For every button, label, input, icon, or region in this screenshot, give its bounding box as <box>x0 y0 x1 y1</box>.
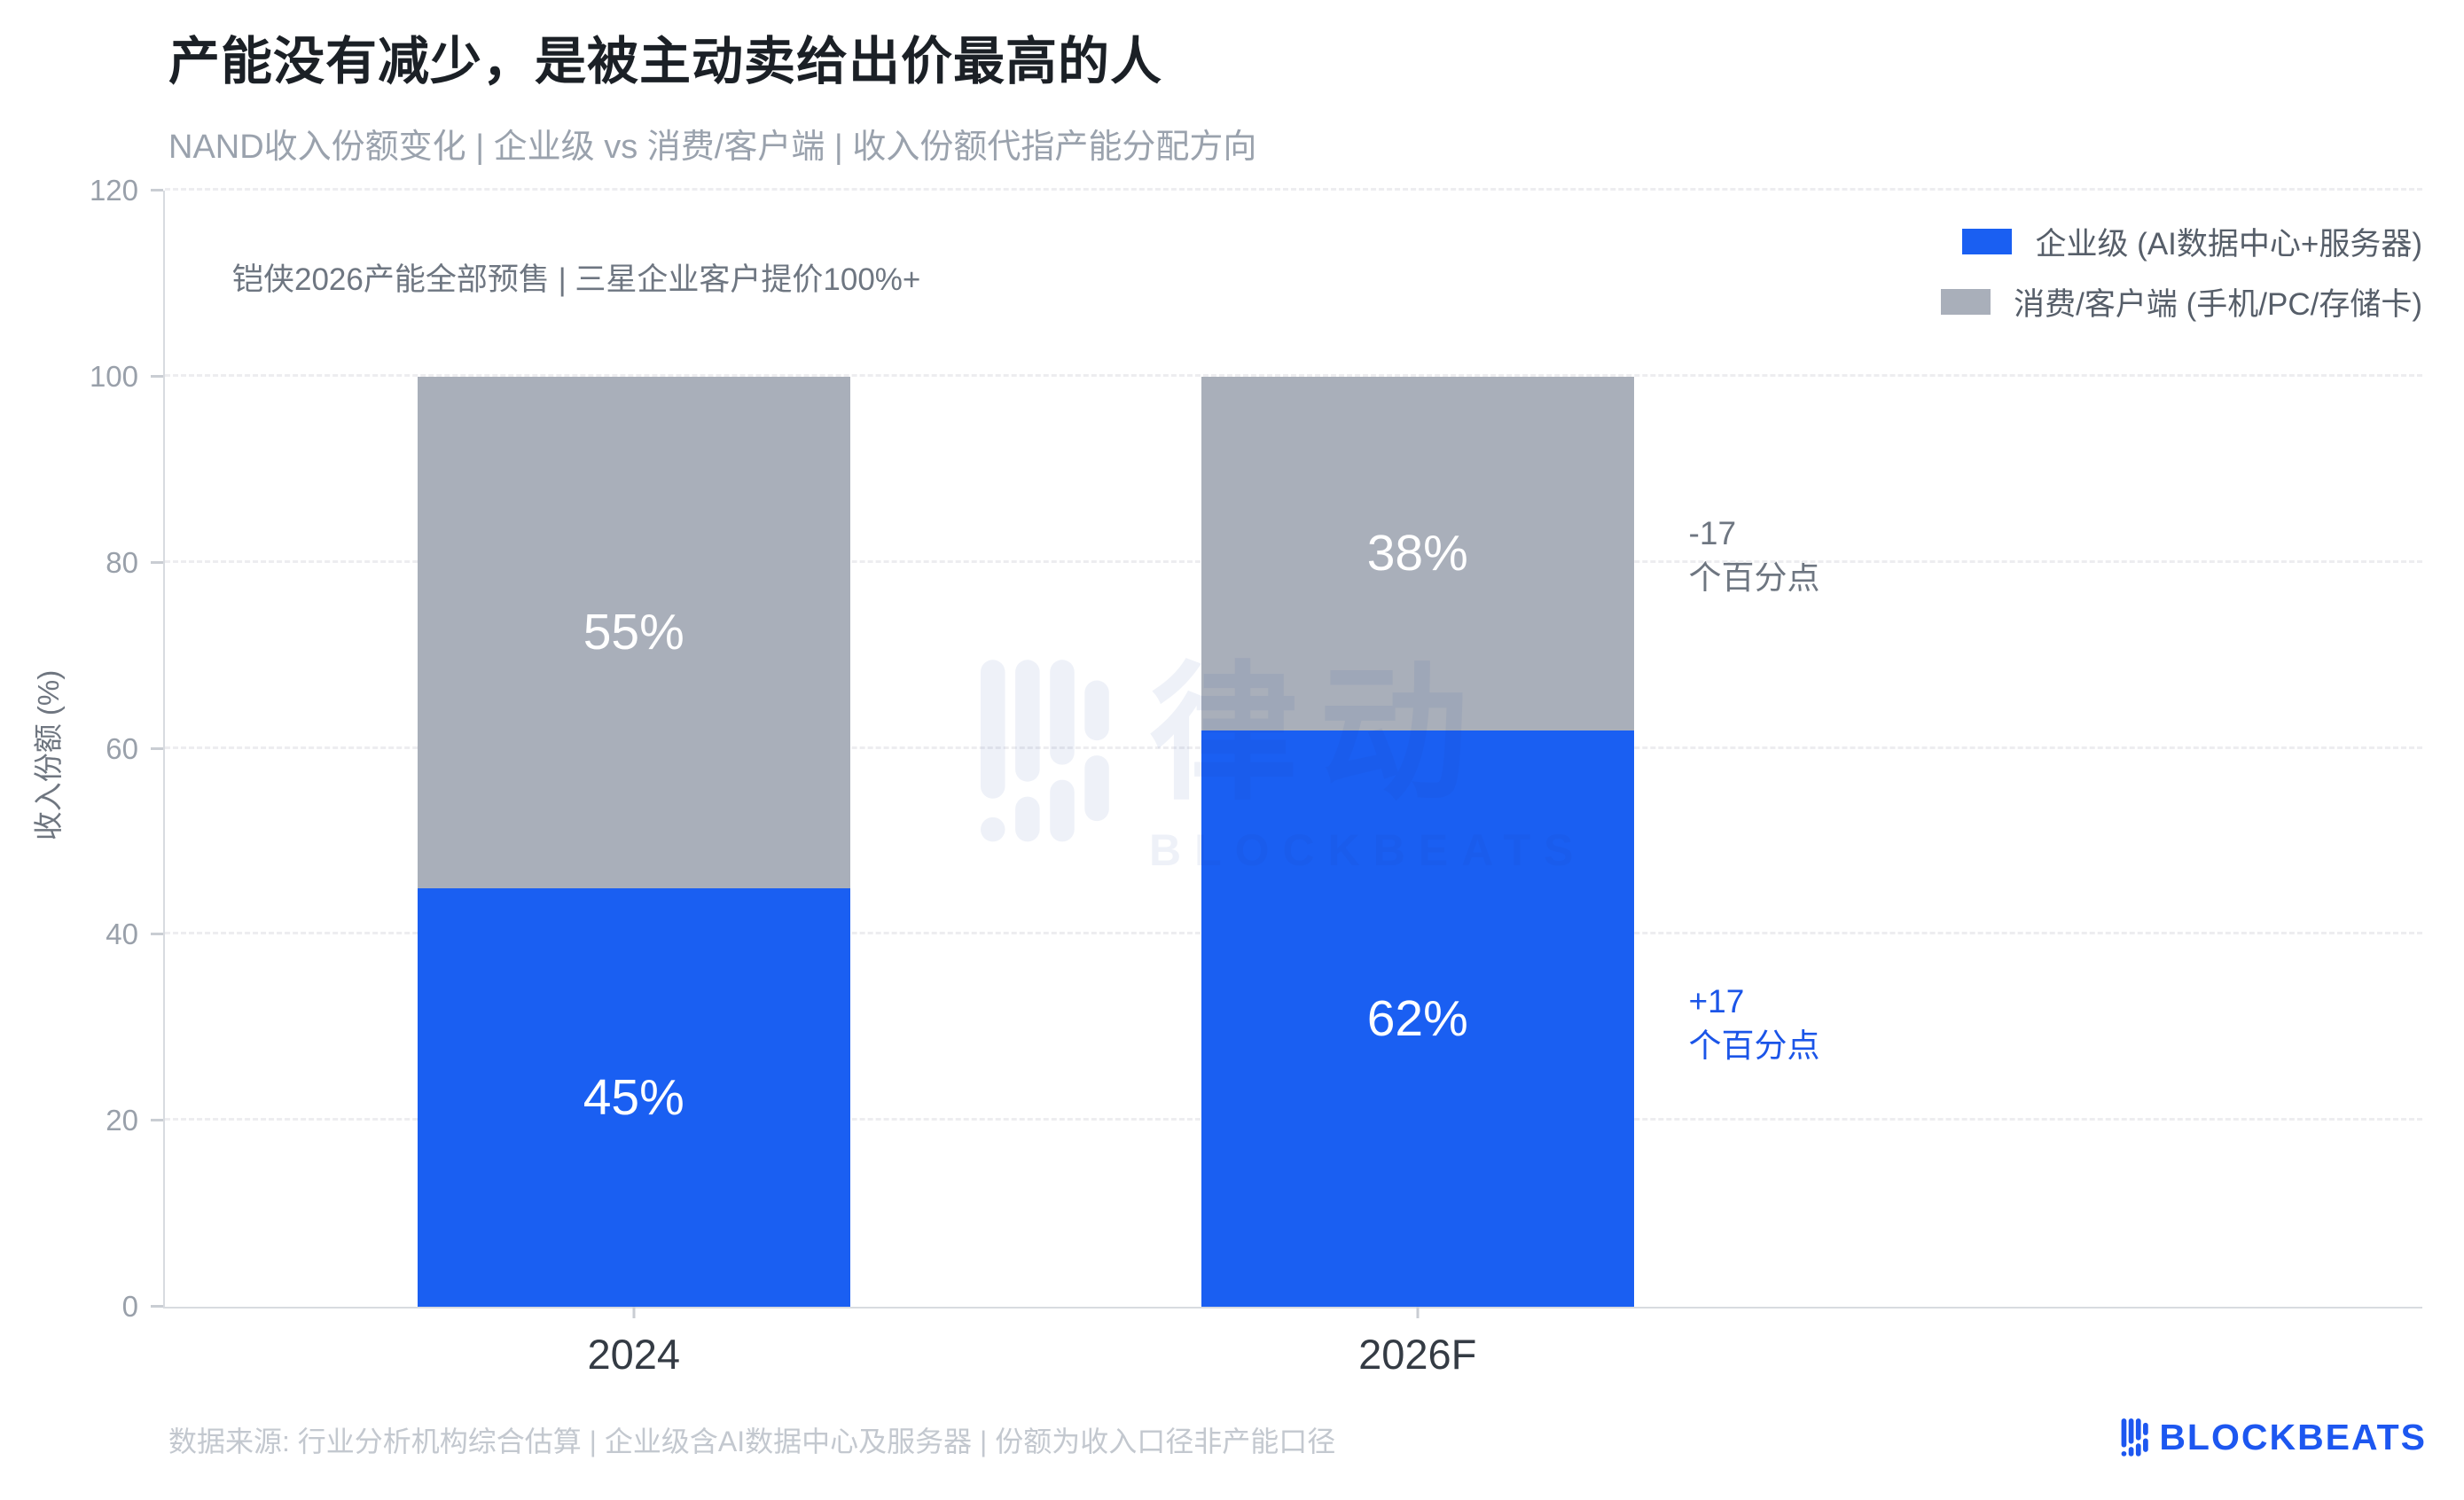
brand-name: BLOCKBEATS <box>2159 1417 2427 1457</box>
x-tick-mark-2026F <box>1416 1307 1420 1318</box>
x-tick-label-2026F: 2026F <box>1358 1331 1477 1378</box>
plot-area: 铠侠2026产能全部预售 | 三星企业客户提价100%+ -17 个百分点 +1… <box>90 174 2422 1378</box>
y-tick-label-120: 120 <box>89 174 138 207</box>
y-tick-mark-100 <box>151 374 163 378</box>
y-tick-label-60: 60 <box>106 731 138 765</box>
y-tick-mark-120 <box>151 189 163 191</box>
y-tick-mark-20 <box>151 1119 163 1122</box>
gridline-100 <box>165 373 2422 377</box>
y-tick-label-0: 0 <box>121 1290 138 1323</box>
legend-label: 企业级 (AI数据中心+服务器) <box>2035 227 2422 262</box>
y-tick-label-100: 100 <box>89 359 138 393</box>
legend-label: 消费/客户端 (手机/PC/存储卡) <box>2014 287 2422 322</box>
segment-2026F-企业级 (AI数据中心+服务器): 62% <box>1201 730 1634 1307</box>
segment-2024-消费/客户端 (手机/PC/存储卡): 55% <box>418 376 850 888</box>
segment-label: 62% <box>1366 989 1468 1047</box>
callout-annotation: 铠侠2026产能全部预售 | 三星企业客户提价100%+ <box>232 262 921 297</box>
segment-label: 38% <box>1366 525 1468 582</box>
y-tick-mark-60 <box>151 746 163 750</box>
y-tick-mark-80 <box>151 560 163 564</box>
segment-label: 45% <box>583 1068 684 1126</box>
legend-swatch <box>1962 229 2013 254</box>
diff-value: -17 <box>1688 515 1737 551</box>
diff-value: +17 <box>1688 983 1745 1020</box>
x-tick-mark-2024 <box>632 1307 636 1318</box>
diff-unit: 个百分点 <box>1688 1027 1820 1064</box>
legend-row: 消费/客户端 (手机/PC/存储卡) <box>1941 279 2422 324</box>
segment-2024-企业级 (AI数据中心+服务器): 45% <box>418 887 850 1307</box>
y-tick-mark-40 <box>151 933 163 936</box>
x-tick-label-2024: 2024 <box>587 1331 681 1378</box>
brand-bars-icon <box>2121 1418 2149 1457</box>
diff-unit: 个百分点 <box>1688 559 1820 596</box>
gridline-120 <box>165 188 2422 191</box>
y-tick-label-20: 20 <box>106 1104 138 1137</box>
segment-2026F-消费/客户端 (手机/PC/存储卡): 38% <box>1201 376 1634 730</box>
y-tick-label-80: 80 <box>106 545 138 579</box>
chart-title: 产能没有减少，是被主动卖给出价最高的人 <box>168 33 1163 90</box>
legend-row: 企业级 (AI数据中心+服务器) <box>1941 219 2422 264</box>
y-tick-label-40: 40 <box>106 918 138 951</box>
legend: 企业级 (AI数据中心+服务器) 消费/客户端 (手机/PC/存储卡) <box>1941 219 2422 324</box>
y-tick-mark-0 <box>151 1305 163 1308</box>
brand-logo: BLOCKBEATS <box>2120 1417 2427 1458</box>
legend-swatch <box>1941 289 1991 315</box>
stacked-bar-2026F: 62% 38% <box>1201 191 1634 1307</box>
source-note: 数据来源: 行业分析机构综合估算 | 企业级含AI数据中心及服务器 | 份额为收… <box>168 1426 1336 1457</box>
diff-annotation-enterprise: +17 个百分点 <box>1689 980 1820 1068</box>
chart-subtitle: NAND收入份额变化 | 企业级 vs 消费/客户端 | 收入份额代指产能分配方… <box>168 129 1257 166</box>
segment-label: 55% <box>583 604 684 661</box>
stacked-bar-2024: 45% 55% <box>418 191 850 1307</box>
diff-annotation-consumer: -17 个百分点 <box>1689 512 1820 600</box>
